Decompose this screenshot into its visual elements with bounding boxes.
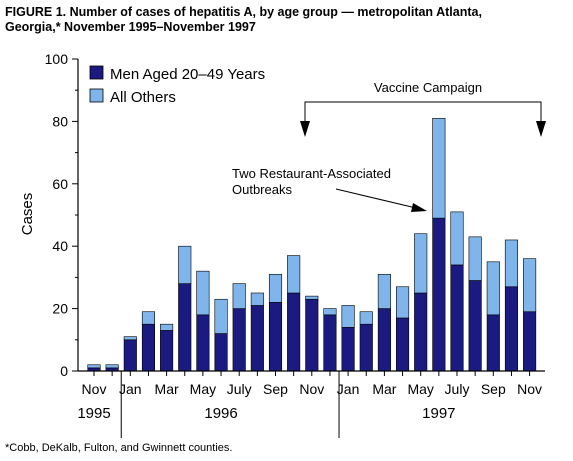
axes-group: 0 20 40 60 80 100 Nov Jan Mar May July Sep Nov Jan Mar…: [45, 51, 545, 438]
bar-others-20: [450, 211, 464, 266]
bar-men-22: [486, 314, 500, 372]
bar-men-13: [323, 314, 337, 372]
y-tick-label-4: 80: [52, 113, 68, 129]
bar-others-7: [214, 298, 228, 334]
figure-title-line-2: Georgia,* November 1995–November 1997: [5, 20, 256, 34]
x-tick-label-12: Nov: [517, 381, 542, 397]
bar-others-8: [232, 283, 246, 309]
bar-men-12: [305, 298, 319, 372]
bar-men-3: [141, 323, 155, 372]
bar-others-24: [523, 258, 537, 313]
x-tick-label-2: Mar: [155, 381, 179, 397]
x-tick-label-1: Jan: [119, 381, 142, 397]
campaign-start-arrowhead: [300, 121, 310, 137]
bar-men-16: [377, 308, 391, 372]
outbreak-label-line-2: Outbreaks: [232, 182, 292, 197]
x-tick-label-10: July: [445, 381, 470, 397]
bar-others-3: [141, 311, 155, 325]
bar-men-21: [468, 280, 482, 372]
year-label-1996: 1996: [204, 405, 237, 422]
x-tick-label-8: Mar: [372, 381, 396, 397]
bar-others-5: [178, 245, 192, 284]
bar-others-22: [486, 261, 500, 316]
figure-title-line-1: FIGURE 1. Number of cases of hepatitis A…: [5, 5, 482, 19]
bar-men-11: [287, 292, 301, 372]
bar-others-13: [323, 308, 337, 316]
y-tick-label-2: 40: [52, 238, 68, 254]
outbreak-arrowhead: [411, 203, 427, 212]
bar-others-23: [504, 239, 519, 288]
bar-others-9: [250, 292, 264, 306]
y-tick-label-1: 20: [52, 301, 68, 317]
year-label-1995: 1995: [77, 405, 110, 422]
y-tick-label-0: 0: [60, 363, 68, 379]
bar-men-23: [504, 286, 519, 372]
bar-men-14: [341, 327, 355, 372]
bar-others-1: [105, 364, 119, 369]
outbreak-label-line-1: Two Restaurant-Associated: [232, 166, 391, 181]
bar-others-10: [268, 273, 283, 303]
bar-men-18: [414, 292, 428, 372]
bar-others-16: [377, 273, 391, 309]
legend-label-others: All Others: [110, 89, 176, 106]
year-label-1997: 1997: [422, 405, 455, 422]
bar-men-4: [160, 330, 174, 372]
bar-men-6: [196, 314, 210, 372]
bar-others-12: [305, 295, 319, 300]
x-tick-label-11: Sep: [481, 381, 506, 397]
footnote: *Cobb, DeKalb, Fulton, and Gwinnett coun…: [5, 442, 233, 454]
bar-others-4: [160, 323, 174, 331]
bar-men-5: [178, 283, 192, 372]
bar-others-17: [395, 286, 410, 319]
bar-men-2: [123, 339, 137, 372]
x-tick-label-5: Sep: [263, 381, 288, 397]
bar-men-24: [523, 311, 537, 372]
figure-title: FIGURE 1. Number of cases of hepatitis A…: [5, 5, 570, 35]
vaccine-campaign-annotation: Vaccine Campaign: [300, 80, 546, 137]
bar-others-14: [341, 305, 355, 328]
legend: Men Aged 20–49 Years All Others: [89, 65, 265, 106]
bar-men-9: [250, 305, 264, 372]
bar-others-19: [432, 117, 446, 219]
x-tick-label-0: Nov: [82, 381, 107, 397]
bar-men-15: [359, 323, 373, 372]
bar-men-7: [214, 333, 228, 372]
outbreak-annotation: Two Restaurant-Associated Outbreaks: [232, 166, 427, 212]
y-tick-label-5: 100: [45, 51, 69, 67]
outbreak-arrow-line: [335, 188, 417, 209]
legend-label-men: Men Aged 20–49 Years: [110, 66, 265, 83]
bar-others-21: [468, 236, 482, 281]
bar-others-18: [414, 233, 428, 294]
legend-swatch-men: [89, 65, 104, 80]
x-tick-label-6: Nov: [299, 381, 324, 397]
x-tick-label-4: July: [227, 381, 252, 397]
campaign-end-arrowhead: [536, 121, 546, 137]
bars-group: [87, 117, 537, 372]
legend-swatch-others: [89, 88, 104, 103]
bar-others-6: [196, 270, 210, 316]
bar-others-15: [359, 311, 373, 325]
x-tick-label-7: Jan: [337, 381, 360, 397]
vaccine-campaign-label: Vaccine Campaign: [374, 80, 482, 95]
y-axis-label: Cases: [19, 193, 36, 236]
bar-men-17: [395, 317, 410, 372]
x-tick-label-3: May: [190, 381, 216, 397]
bar-others-0: [87, 364, 101, 369]
bar-men-20: [450, 264, 464, 372]
bar-men-19: [432, 217, 446, 372]
bar-men-8: [232, 308, 246, 372]
vaccine-campaign-bracket: [304, 101, 542, 135]
bar-others-2: [123, 336, 137, 341]
bar-men-10: [268, 302, 283, 372]
x-tick-label-9: May: [407, 381, 433, 397]
bar-others-11: [287, 255, 301, 294]
y-tick-label-3: 60: [52, 176, 68, 192]
